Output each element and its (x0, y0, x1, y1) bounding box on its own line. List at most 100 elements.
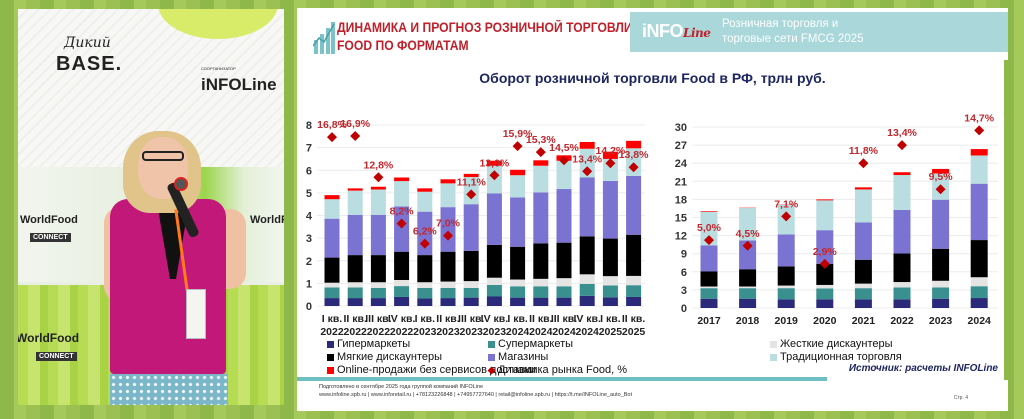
bar-segment-1 (556, 286, 572, 298)
bar-segment-4 (932, 199, 950, 249)
bar-segment-2 (854, 283, 872, 289)
dynamics-marker (781, 211, 792, 222)
bar-segment-1 (579, 283, 595, 296)
bar-segment-6 (579, 141, 595, 149)
bar-segment-2 (556, 278, 572, 287)
dynamics-marker (535, 147, 546, 158)
x-tick-label: II кв. (622, 313, 645, 325)
bar-segment-2 (816, 284, 834, 289)
y-tick-label: 6 (681, 267, 687, 279)
bar-segment-3 (417, 255, 433, 283)
bar-segment-1 (324, 287, 340, 299)
dynamics-marker (350, 131, 361, 142)
wild-base-logo: BASE. (56, 53, 123, 75)
bar-segment-6 (854, 187, 872, 190)
bar-segment-2 (970, 277, 988, 287)
bar-segment-0 (463, 297, 479, 306)
source-note: Источник: расчеты INFOLine (848, 363, 998, 374)
slide-title-line2: FOOD ПО ФОРМАТАМ (337, 38, 469, 53)
bar-segment-4 (602, 180, 618, 239)
bar-segment-4 (463, 204, 479, 251)
bar-segment-2 (463, 281, 479, 288)
dynamics-marker (897, 140, 907, 151)
bar-segment-4 (347, 214, 363, 256)
bar-segment-3 (893, 253, 911, 283)
bar-segment-3 (486, 244, 502, 278)
bar-segment-1 (854, 288, 872, 300)
x-tick-label: III кв. (458, 313, 484, 325)
dynamics-marker (742, 240, 753, 251)
bar-segment-2 (777, 285, 795, 289)
x-tick-label: IV кв. (573, 313, 601, 325)
bar-segment-1 (440, 287, 456, 299)
legend-label: Традиционная торговля (780, 351, 902, 363)
bar-segment-5 (533, 165, 549, 193)
bar-segment-0 (510, 297, 526, 306)
bar-segment-4 (739, 240, 757, 270)
bar-segment-2 (700, 286, 718, 289)
x-tick-label: 2022 (367, 326, 391, 338)
x-tick-label: 2023 (460, 326, 484, 338)
bar-segment-3 (602, 238, 618, 277)
legend-item: Динамика рынка Food, % (487, 364, 628, 376)
legend-label: Мягкие дискаунтеры (337, 351, 443, 363)
legend-label: Динамика рынка Food, % (498, 364, 628, 376)
x-tick-label: 2022 (320, 326, 344, 338)
legend-label: Супермаркеты (498, 338, 574, 350)
logo-info: iNFO (642, 21, 684, 41)
bar-segment-2 (394, 279, 410, 287)
annual-chart: 0 3 6 9 12 15 18 21 24 27 30 2017 5,0% 2018 4,5% 2019 7,… (675, 112, 998, 327)
bar-segment-5 (324, 199, 340, 219)
dynamics-marker (489, 170, 500, 181)
bar-segment-2 (602, 276, 618, 286)
worldfood-logo: WorldFood CONNECT (18, 331, 79, 363)
bar-segment-2 (533, 278, 549, 287)
bar-segment-5 (510, 175, 526, 198)
footer-divider (297, 377, 827, 381)
bar-segment-1 (417, 287, 433, 299)
legend-item: Гипермаркеты (327, 338, 410, 350)
bar-segment-1 (463, 287, 479, 298)
bar-segment-4 (970, 183, 988, 241)
y-tick-label: 0 (681, 303, 687, 315)
bar-segment-2 (417, 282, 433, 288)
legend-item: Мягкие дискаунтеры (327, 351, 442, 363)
legend-label: Online-продажи без сервисов доставки (337, 364, 536, 376)
dynamics-label: 16,8% (317, 119, 347, 131)
bar-segment-6 (626, 140, 642, 149)
bar-segment-1 (347, 287, 363, 299)
bar-segment-6 (970, 149, 988, 156)
bar-segment-4 (777, 234, 795, 267)
slide-border (1004, 60, 1008, 380)
y-tick-label: 12 (675, 231, 687, 243)
legend-label: Магазины (498, 351, 549, 363)
y-tick-label: 9 (681, 249, 687, 261)
bar-segment-6 (394, 177, 410, 182)
infoline-logo: iNFOLine (642, 21, 711, 42)
x-tick-label: 2022 (344, 326, 368, 338)
dynamics-marker (935, 184, 946, 195)
bar-segment-4 (854, 222, 872, 260)
bar-segment-3 (463, 250, 479, 282)
bar-segment-0 (556, 297, 572, 306)
x-tick-label: I кв. (415, 313, 436, 325)
brand-caption-line2: торговые сети FMCG 2025 (722, 33, 864, 45)
bar-segment-2 (370, 282, 386, 288)
bar-segment-5 (417, 191, 433, 212)
dynamics-marker (858, 158, 869, 169)
bar-segment-4 (533, 192, 549, 244)
dynamics-label: 11,1% (457, 176, 487, 188)
bar-segment-1 (394, 286, 410, 297)
y-tick-label: 2 (306, 256, 312, 268)
y-tick-label: 15 (675, 213, 687, 225)
bar-segment-5 (700, 211, 718, 246)
bar-segment-6 (893, 172, 911, 176)
bar-segment-6 (463, 173, 479, 178)
bar-segment-0 (440, 298, 456, 306)
dynamics-marker (466, 189, 477, 200)
dynamics-label: 15,3% (526, 134, 556, 146)
dynamics-marker (628, 162, 639, 173)
bar-segment-4 (510, 197, 526, 247)
bar-segment-5 (556, 160, 572, 190)
